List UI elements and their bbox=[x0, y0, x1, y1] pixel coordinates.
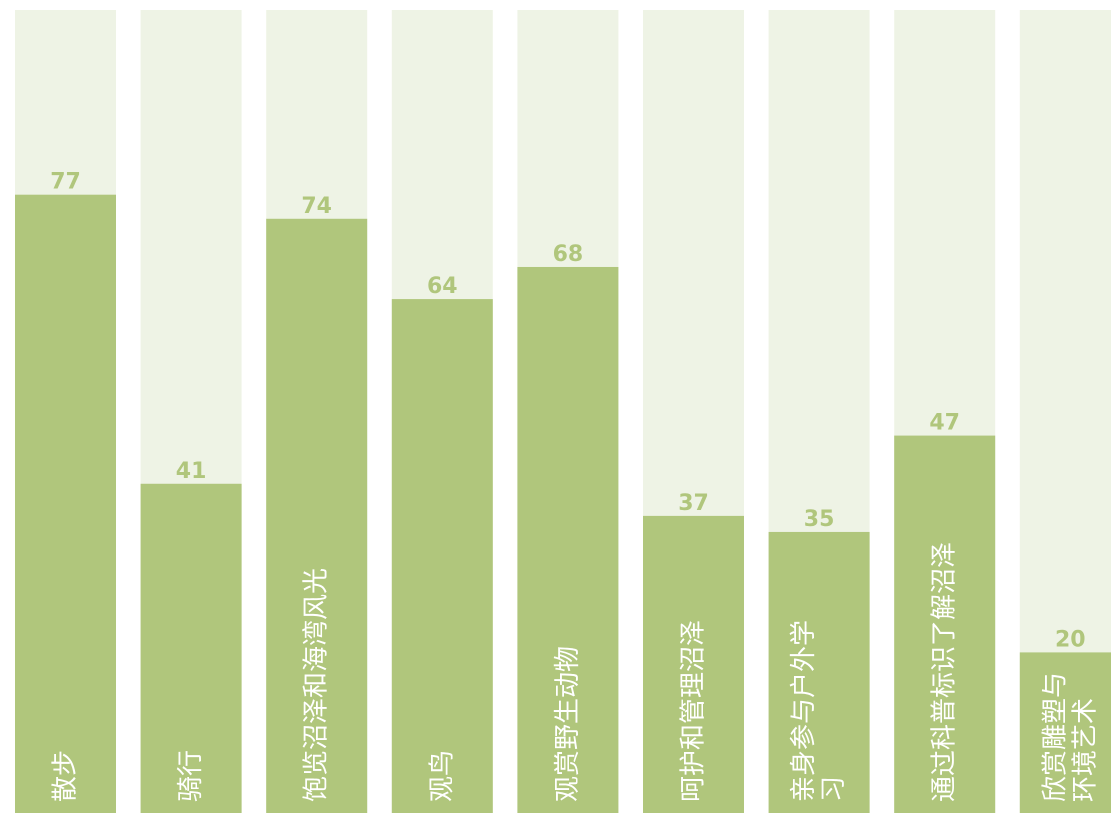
value-label: 74 bbox=[301, 194, 332, 219]
value-label: 37 bbox=[678, 491, 709, 516]
bar bbox=[894, 435, 996, 813]
category-labels: 散步 骑行 饱览沼泽和海湾风光观鸟 观赏野生动物 呵护和管理沼泽 亲身参与户外学习 通过科普… bbox=[51, 542, 1101, 802]
bar bbox=[15, 194, 116, 813]
category-label: 骑行 bbox=[176, 750, 206, 802]
value-label: 35 bbox=[804, 507, 835, 532]
value-labels: 77 41 74 64 68 37 35 47 20 bbox=[50, 170, 1085, 653]
bar bbox=[643, 515, 744, 813]
bar bbox=[1019, 652, 1111, 813]
category-label: 呵护和管理沼泽 bbox=[679, 620, 709, 802]
bar bbox=[517, 266, 619, 814]
category-label: 环境艺术 bbox=[1070, 698, 1100, 802]
value-label: 77 bbox=[50, 170, 81, 195]
bar bbox=[266, 218, 368, 813]
value-label: 64 bbox=[427, 274, 458, 299]
category-label: 亲身参与户外学 bbox=[789, 620, 819, 802]
category-label: 散步 bbox=[51, 750, 81, 802]
value-label: 20 bbox=[1055, 627, 1086, 652]
value-label: 68 bbox=[553, 242, 584, 267]
category-label: 习 bbox=[819, 776, 849, 802]
category-label: 观赏野生动物 bbox=[553, 646, 583, 802]
category-label: 欣赏雕塑与 bbox=[1040, 672, 1070, 802]
category-label: 观鸟 bbox=[427, 750, 457, 802]
bars bbox=[15, 194, 1111, 814]
bar bbox=[391, 299, 493, 814]
category-label: 通过科普标识了解沼泽 bbox=[930, 542, 960, 802]
bar bbox=[140, 483, 242, 813]
value-label: 41 bbox=[176, 459, 207, 484]
category-label: 饱览沼泽和海湾风光 bbox=[302, 568, 332, 802]
value-label: 47 bbox=[929, 411, 960, 436]
bar bbox=[768, 531, 870, 813]
